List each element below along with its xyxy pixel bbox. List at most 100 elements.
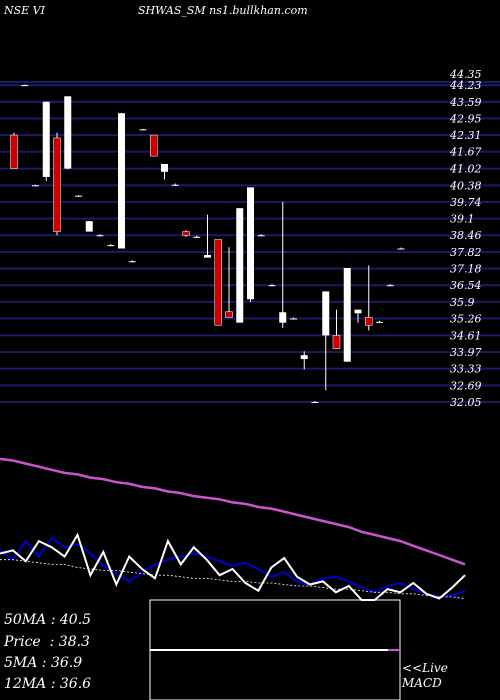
tick-label: 41.67	[449, 146, 482, 159]
candle	[343, 268, 351, 362]
candle-body	[332, 335, 341, 349]
candle-body	[236, 208, 244, 323]
tick-label: 35.9	[450, 296, 475, 309]
tick-label: 37.82	[450, 246, 482, 259]
macd-title: MACD	[402, 676, 442, 690]
candle	[247, 187, 254, 302]
candle	[332, 309, 341, 349]
ma5-readout: 5MA : 36.9	[4, 655, 83, 671]
candle	[171, 183, 179, 187]
candle-body	[10, 134, 18, 169]
candle-body	[128, 261, 136, 263]
candle	[322, 291, 330, 391]
candle	[214, 239, 222, 326]
candle-body	[247, 187, 254, 300]
gridline	[0, 334, 500, 337]
gridline	[0, 167, 500, 170]
tick-label: 44.35	[449, 68, 482, 81]
candle	[257, 234, 265, 237]
ma12-readout: 12MA : 36.6	[4, 676, 92, 692]
gridline	[0, 134, 500, 137]
candlesticks	[10, 84, 405, 404]
candle-body	[376, 321, 383, 323]
candle	[236, 208, 244, 323]
gridline	[0, 84, 500, 87]
candle	[182, 230, 190, 237]
candle-body	[53, 137, 61, 232]
candle	[268, 284, 276, 287]
candle-body	[118, 113, 125, 249]
candle-body	[96, 235, 104, 237]
gridline	[0, 384, 500, 387]
gridline	[0, 351, 500, 354]
candle-body	[139, 129, 147, 131]
candle-body	[42, 101, 50, 177]
macd-panel	[149, 599, 401, 700]
candle	[397, 247, 405, 250]
candle	[365, 265, 373, 331]
candle	[300, 351, 308, 370]
candle	[139, 128, 147, 131]
gridline	[0, 184, 500, 187]
site-label: SHWAS_SM ns1.bullkhan.com	[138, 4, 308, 17]
macd-label: <<Live MACD	[402, 661, 448, 691]
candle	[85, 221, 93, 232]
candle	[10, 132, 18, 170]
candle	[96, 234, 104, 237]
candle	[53, 132, 61, 236]
gridline	[0, 150, 500, 153]
gridline	[0, 317, 500, 320]
candle-body	[150, 134, 158, 157]
tick-label: 44.23	[449, 79, 482, 92]
candle	[107, 244, 115, 247]
gridline	[0, 81, 500, 83]
short-ma-line	[0, 536, 466, 598]
dotted-signal-line	[0, 559, 466, 599]
gridline	[0, 401, 500, 403]
candle-body	[182, 231, 190, 236]
candle	[225, 247, 233, 318]
candle	[354, 309, 362, 323]
candle-body	[21, 85, 29, 87]
tick-label: 33.97	[450, 346, 482, 359]
tick-label: 37.18	[450, 263, 482, 276]
candle-body	[193, 236, 201, 238]
price-readout: Price : 38.3	[4, 634, 90, 650]
candle	[290, 317, 297, 320]
candle-body	[85, 221, 93, 232]
candle-body	[268, 285, 276, 287]
candle-body	[397, 248, 405, 250]
tick-label: 35.26	[450, 312, 482, 325]
tick-label: 43.59	[449, 96, 482, 109]
indicator-lines	[0, 457, 466, 601]
candle	[42, 101, 50, 181]
tick-label: 32.05	[450, 396, 482, 409]
candle-body	[75, 195, 82, 197]
candle	[204, 214, 211, 258]
tick-label: 39.74	[450, 196, 482, 209]
candle-body	[354, 309, 362, 314]
candle	[161, 163, 168, 180]
candle-body	[225, 311, 233, 318]
ma50-readout: 50MA : 40.5	[4, 612, 92, 628]
candle-body	[365, 317, 373, 326]
tick-label: 33.33	[450, 363, 482, 376]
tick-label: 41.02	[449, 163, 482, 176]
candle	[75, 195, 82, 197]
tick-label: 39.1	[450, 213, 475, 226]
candle	[193, 235, 201, 239]
candle	[279, 201, 287, 328]
candle-body	[386, 285, 394, 287]
gridline	[0, 367, 500, 370]
candle	[386, 284, 394, 287]
candle-body	[161, 163, 168, 172]
candle	[64, 96, 72, 170]
tick-label: 34.61	[450, 329, 482, 342]
candle	[32, 184, 39, 187]
candle	[128, 260, 136, 263]
candle	[311, 400, 319, 404]
candle-body	[32, 185, 39, 187]
tick-label: 42.95	[449, 112, 482, 125]
